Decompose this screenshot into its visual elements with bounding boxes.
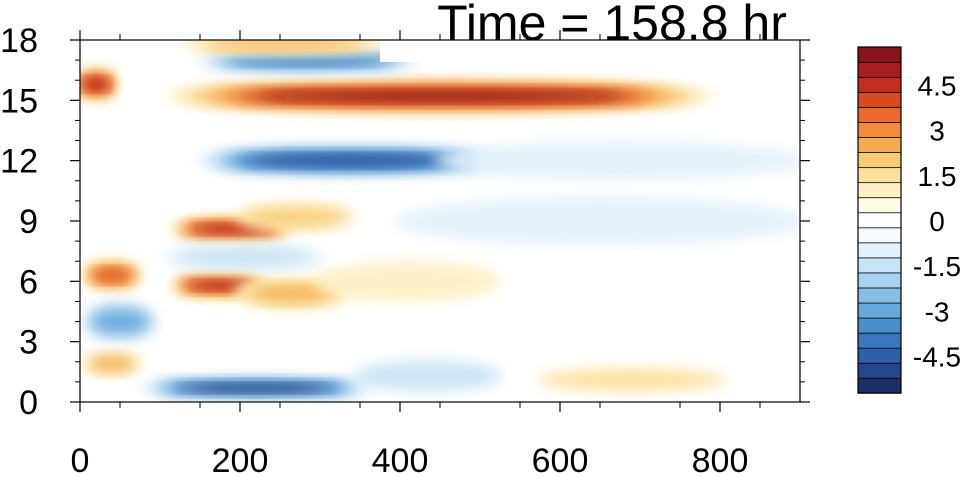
colorbar-box	[857, 242, 902, 259]
anomaly-feature	[82, 300, 158, 343]
contour-level	[204, 40, 364, 49]
colorbar-box	[857, 287, 902, 304]
x-tick-label: 800	[692, 442, 749, 473]
colorbar-box	[857, 302, 902, 319]
contour-level	[538, 368, 726, 391]
x-axis: 0 200 400 600 800	[71, 30, 761, 478]
y-tick-label: 0	[19, 384, 38, 422]
colorbar-box	[857, 76, 902, 93]
contour-level	[88, 356, 136, 372]
contour-level	[249, 285, 335, 302]
anomaly-feature	[314, 261, 502, 302]
colorbar-label: 4.5	[918, 71, 957, 102]
colorbar-box	[857, 197, 902, 214]
colorbar-box	[857, 332, 902, 349]
anomaly-feature	[394, 196, 800, 246]
contour-level	[394, 196, 800, 246]
colorbar-box	[857, 362, 902, 379]
y-axis: 0 3 6 9 12 15 18	[0, 22, 810, 422]
colorbar-box	[857, 317, 902, 334]
colorbar-box	[857, 227, 902, 244]
x-tick-label: 400	[372, 442, 429, 473]
colorbar-box	[857, 61, 902, 78]
contour-level	[92, 311, 148, 332]
colorbar: 4.5 3 1.5 0 -1.5 -3 -4.5	[857, 46, 961, 394]
colorbar-box	[857, 181, 902, 199]
anomaly-feature	[138, 376, 374, 399]
contour-level	[245, 207, 347, 227]
contour-level	[314, 261, 502, 302]
colorbar-box	[857, 106, 902, 123]
colorbar-frame	[857, 46, 902, 394]
contour-level	[187, 281, 253, 290]
contour-level	[354, 360, 502, 391]
colorbar-box	[857, 347, 902, 364]
anomaly-feature	[538, 368, 726, 391]
colorbar-box	[857, 377, 902, 394]
colorbar-label: -3	[925, 296, 950, 327]
anomaly-feature	[194, 145, 502, 176]
y-tick-label: 3	[19, 324, 38, 362]
contour-level	[256, 92, 624, 101]
contour-field	[80, 40, 800, 399]
colorbar-box	[857, 166, 902, 184]
colorbar-label: 0	[929, 206, 945, 237]
anomaly-feature	[234, 202, 358, 232]
y-tick-label: 6	[19, 263, 38, 301]
colorbar-box	[857, 272, 902, 289]
contour-level	[83, 79, 109, 90]
x-tick-label: 600	[532, 442, 589, 473]
colorbar-box	[857, 91, 902, 108]
anomaly-feature	[80, 68, 118, 101]
anomaly-feature	[354, 360, 502, 391]
colorbar-label: 1.5	[918, 161, 957, 192]
contour-level	[176, 384, 336, 392]
anomaly-feature	[434, 141, 800, 180]
contour-level	[191, 225, 273, 233]
anomaly-feature	[162, 80, 718, 113]
x-tick-label: 0	[71, 442, 90, 473]
y-tick-label: 18	[0, 22, 38, 60]
colorbar-label: 3	[929, 116, 945, 147]
colorbar-label: -1.5	[913, 251, 961, 282]
anomaly-feature	[178, 40, 390, 55]
colorbar-box	[857, 151, 902, 169]
colorbar-box	[857, 136, 902, 154]
colorbar-box	[857, 46, 902, 63]
anomaly-feature	[162, 244, 326, 271]
colorbar-box	[857, 257, 902, 274]
y-tick-label: 12	[0, 143, 38, 181]
anomaly-feature	[194, 48, 422, 73]
x-tick-label: 200	[212, 442, 269, 473]
chart-title: Time = 158.8 hr	[437, 0, 787, 51]
contour-level	[176, 248, 312, 266]
anomaly-feature	[82, 351, 142, 376]
contour-level	[434, 141, 800, 180]
contour-level	[92, 269, 132, 281]
colorbar-label: -4.5	[913, 341, 961, 372]
colorbar-box	[857, 121, 902, 138]
contour-level	[228, 55, 388, 65]
y-tick-label: 9	[19, 203, 38, 241]
contour-level	[244, 155, 452, 166]
y-tick-label: 15	[0, 82, 38, 120]
title-mask	[380, 40, 800, 62]
anomaly-feature	[82, 260, 142, 291]
colorbar-box	[857, 212, 902, 229]
